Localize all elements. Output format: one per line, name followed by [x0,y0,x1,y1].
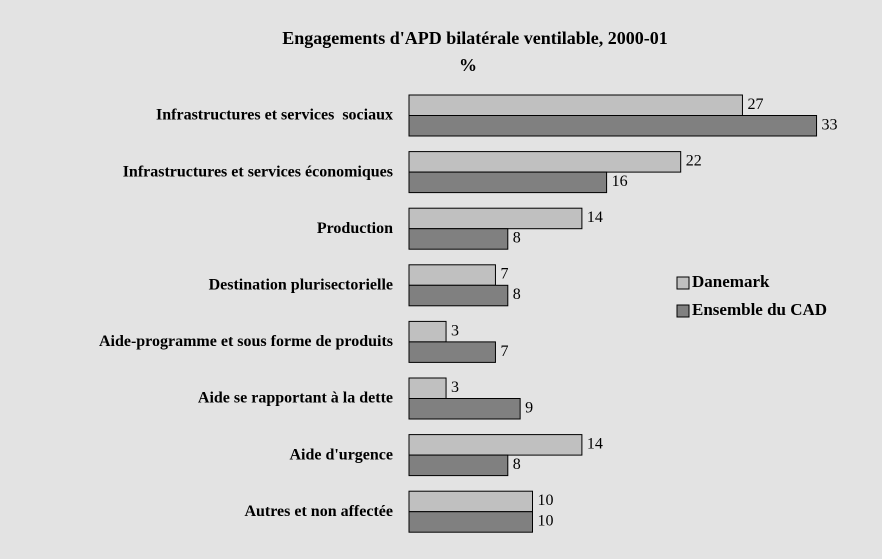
bar [408,434,583,456]
value-label: 33 [822,116,838,133]
chart-title: Engagements d'APD bilatérale ventilable,… [282,28,667,48]
legend-label: Danemark [692,272,770,291]
category-label: Production [317,220,393,237]
category-label: Aide se rapportant à la dette [198,390,393,407]
legend-label: Ensemble du CAD [692,300,827,319]
category-label: Infrastructures et services économiques [123,163,393,180]
bar [408,377,447,399]
bar [408,320,447,343]
bar [408,398,521,420]
value-label: 3 [451,379,459,396]
category-label: Destination plurisectorielle [209,276,393,293]
value-label: 14 [587,436,603,453]
value-label: 3 [451,322,459,339]
legend-swatch [676,276,690,290]
bar [408,454,509,477]
bar [408,490,533,513]
value-label: 10 [538,513,554,530]
value-label: 27 [747,96,763,113]
bar [408,115,818,137]
category-label: Autres et non affectée [244,503,393,520]
chart-subtitle: % [459,55,477,75]
bar [408,511,533,533]
bar [408,151,682,173]
bar [408,284,509,307]
value-label: 10 [538,492,554,509]
value-label: 9 [525,399,533,416]
legend-swatch [676,304,690,318]
bar [408,228,509,250]
value-label: 16 [612,173,628,190]
value-label: 8 [513,230,521,247]
bar [408,341,496,363]
value-label: 7 [500,266,508,283]
category-label: Aide d'urgence [289,446,393,463]
bar [408,264,496,286]
value-label: 8 [513,456,521,473]
bar [408,94,743,116]
bar [408,207,583,230]
value-label: 14 [587,209,603,226]
value-label: 7 [500,343,508,360]
category-label: Infrastructures et services sociaux [156,107,393,124]
category-label: Aide-programme et sous forme de produits [99,333,393,350]
bar [408,171,608,194]
value-label: 22 [686,153,702,170]
value-label: 8 [513,286,521,303]
